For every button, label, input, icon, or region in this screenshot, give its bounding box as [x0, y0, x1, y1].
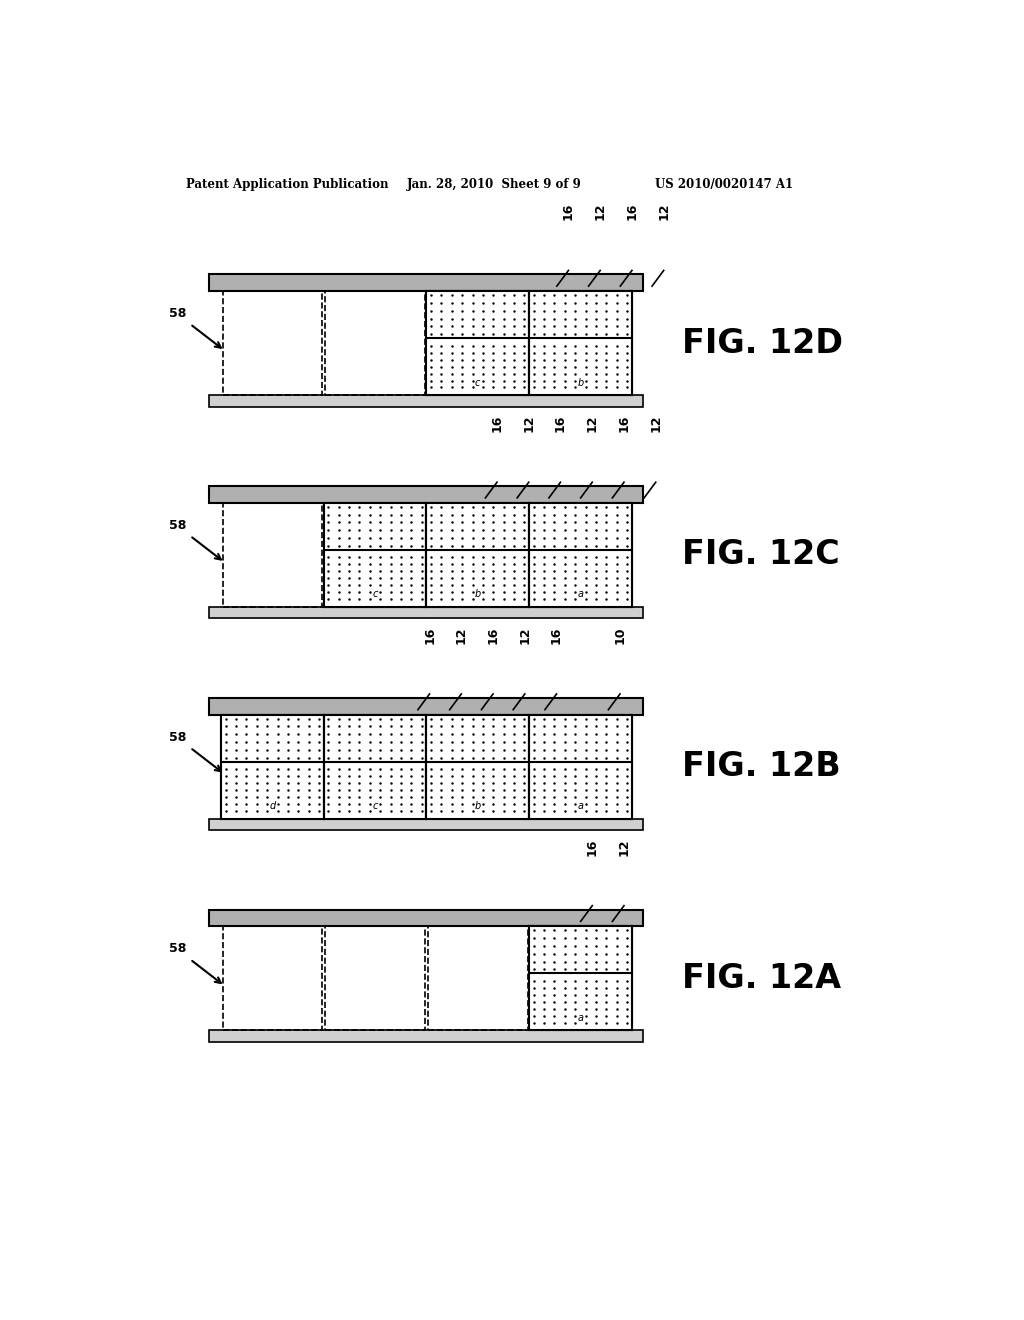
Bar: [324, 549, 426, 607]
Text: a: a: [578, 1012, 584, 1023]
Bar: [529, 714, 632, 762]
Text: c: c: [475, 378, 480, 388]
Bar: [529, 292, 632, 395]
Bar: [324, 503, 426, 549]
Bar: [426, 338, 529, 395]
Text: c: c: [373, 801, 378, 812]
Bar: [324, 714, 426, 818]
Bar: [221, 762, 324, 818]
Text: 58: 58: [169, 730, 186, 743]
Bar: [222, 503, 323, 607]
Bar: [529, 714, 632, 818]
Bar: [529, 503, 632, 607]
Bar: [324, 714, 426, 762]
Text: 12: 12: [522, 414, 536, 432]
Text: d: d: [269, 801, 275, 812]
Bar: [529, 292, 632, 395]
Bar: [529, 503, 632, 549]
Text: 16: 16: [586, 838, 599, 855]
Bar: [426, 503, 529, 549]
Text: 12: 12: [518, 627, 531, 644]
Bar: [529, 927, 632, 973]
Text: 10: 10: [613, 627, 627, 644]
Text: b: b: [578, 378, 584, 388]
Bar: [426, 714, 529, 818]
Bar: [529, 927, 632, 1031]
Text: 16: 16: [423, 627, 436, 644]
Text: c: c: [373, 590, 378, 599]
Text: a: a: [578, 590, 584, 599]
Text: 58: 58: [169, 519, 186, 532]
Bar: [209, 275, 643, 292]
Bar: [426, 503, 529, 607]
Text: 16: 16: [626, 203, 638, 220]
Bar: [209, 486, 643, 503]
Bar: [529, 292, 632, 338]
Bar: [529, 549, 632, 607]
Text: 16: 16: [562, 203, 574, 220]
Text: FIG. 12D: FIG. 12D: [682, 327, 843, 360]
Bar: [426, 292, 529, 395]
Bar: [529, 973, 632, 1031]
Text: Jan. 28, 2010  Sheet 9 of 9: Jan. 28, 2010 Sheet 9 of 9: [407, 178, 582, 190]
Bar: [209, 1031, 643, 1041]
Bar: [324, 714, 426, 818]
Bar: [209, 818, 643, 830]
Text: FIG. 12A: FIG. 12A: [682, 962, 842, 995]
Bar: [529, 927, 632, 1031]
Bar: [209, 909, 643, 927]
Bar: [221, 714, 324, 762]
Bar: [529, 714, 632, 818]
Text: 16: 16: [554, 414, 567, 432]
Bar: [426, 292, 529, 395]
Text: 58: 58: [169, 308, 186, 321]
Text: 12: 12: [649, 414, 663, 432]
Text: 12: 12: [455, 627, 468, 644]
Bar: [222, 292, 323, 395]
Bar: [428, 927, 527, 1031]
Text: 12: 12: [617, 838, 631, 855]
Bar: [529, 503, 632, 607]
Bar: [426, 762, 529, 818]
Text: Patent Application Publication: Patent Application Publication: [186, 178, 389, 190]
Bar: [426, 503, 529, 607]
Bar: [426, 714, 529, 818]
Text: 16: 16: [617, 414, 631, 432]
Text: 16: 16: [550, 627, 563, 644]
Text: b: b: [474, 801, 481, 812]
Bar: [529, 762, 632, 818]
Bar: [426, 714, 529, 762]
Text: FIG. 12B: FIG. 12B: [682, 750, 841, 783]
Text: FIG. 12C: FIG. 12C: [682, 539, 840, 572]
Bar: [426, 292, 529, 338]
Bar: [426, 549, 529, 607]
Bar: [209, 607, 643, 619]
Bar: [326, 927, 425, 1031]
Bar: [221, 714, 324, 818]
Bar: [529, 338, 632, 395]
Text: 12: 12: [657, 203, 670, 220]
Text: a: a: [578, 801, 584, 812]
Text: 58: 58: [169, 942, 186, 956]
Bar: [326, 292, 425, 395]
Bar: [324, 762, 426, 818]
Bar: [221, 714, 324, 818]
Text: 16: 16: [486, 627, 500, 644]
Text: 12: 12: [594, 203, 606, 220]
Text: US 2010/0020147 A1: US 2010/0020147 A1: [655, 178, 794, 190]
Bar: [209, 395, 643, 407]
Bar: [324, 503, 426, 607]
Bar: [222, 927, 323, 1031]
Bar: [324, 503, 426, 607]
Text: 12: 12: [586, 414, 599, 432]
Bar: [209, 698, 643, 714]
Text: 16: 16: [490, 414, 504, 432]
Text: b: b: [474, 590, 481, 599]
